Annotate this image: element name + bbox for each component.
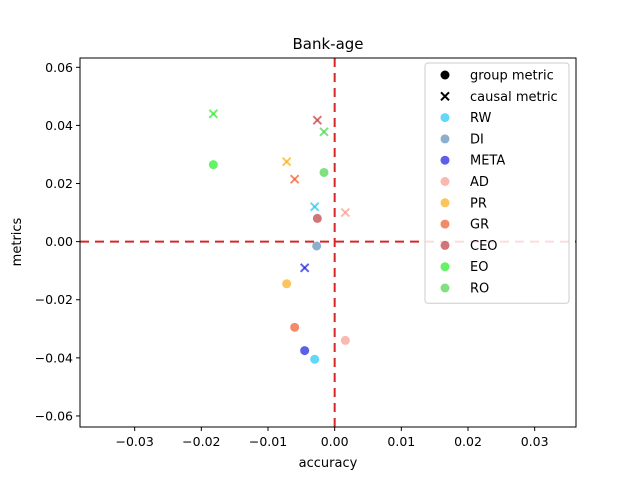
point-causal-eo xyxy=(208,109,219,119)
x-axis: −0.03 −0.02 −0.01 0.00 0.01 0.02 0.03 xyxy=(116,427,549,449)
legend-swatch-ad xyxy=(440,177,450,186)
point-group-eo xyxy=(208,160,218,170)
y-tick-label: 0.02 xyxy=(45,176,73,191)
legend-label-gr: GR xyxy=(470,218,489,233)
x-tick-label: −0.01 xyxy=(249,434,287,449)
legend-swatch-eo xyxy=(440,262,450,272)
legend-swatch-pr xyxy=(440,198,450,208)
chart-title: Bank-age xyxy=(292,35,363,53)
point-causal-rw xyxy=(309,202,320,212)
legend-swatch-rw xyxy=(440,113,450,123)
legend-swatch-ceo xyxy=(440,240,450,250)
y-tick-label: 0.00 xyxy=(45,234,73,249)
y-tick-label: −0.04 xyxy=(35,350,73,365)
legend-label-eo: EO xyxy=(470,260,488,275)
legend-label-meta: META xyxy=(470,154,505,169)
legend-label: group metric xyxy=(470,69,554,84)
y-axis-label: metrics xyxy=(10,217,25,266)
y-tick-label: 0.06 xyxy=(45,60,73,75)
point-causal-ceo xyxy=(312,115,323,125)
point-group-rw xyxy=(310,354,320,364)
y-tick-label: −0.02 xyxy=(35,292,73,307)
point-group-ad xyxy=(340,335,350,345)
point-group-meta xyxy=(300,346,310,356)
point-causal-pr xyxy=(281,157,292,167)
legend-label: causal metric xyxy=(470,90,558,105)
point-causal-meta xyxy=(299,263,310,273)
legend-marker-x xyxy=(440,91,450,102)
point-group-pr xyxy=(282,279,292,289)
legend-marker-circle xyxy=(440,70,450,80)
legend-swatch-di xyxy=(440,134,450,144)
legend-swatch-gr xyxy=(440,219,450,229)
legend-box xyxy=(424,62,570,304)
point-group-ro xyxy=(319,167,329,177)
x-tick-label: 0.02 xyxy=(454,434,482,449)
y-tick-label: −0.06 xyxy=(35,408,73,423)
legend: group metric causal metric RW DI META AD PR GR C… xyxy=(424,62,570,304)
legend-label-di: DI xyxy=(470,132,484,147)
y-axis: −0.06 −0.04 −0.02 0.00 0.02 0.04 0.06 xyxy=(35,60,80,423)
x-tick-label: 0.00 xyxy=(321,434,349,449)
plot-border xyxy=(79,57,577,428)
legend-label-rw: RW xyxy=(470,111,492,126)
point-causal-ad xyxy=(340,207,351,218)
legend-label-pr: PR xyxy=(470,196,487,211)
y-tick-label: 0.04 xyxy=(45,118,73,133)
point-group-ceo xyxy=(312,213,322,223)
point-causal-ro xyxy=(319,127,329,137)
point-group-gr xyxy=(290,322,300,332)
x-tick-label: 0.01 xyxy=(387,434,415,449)
x-axis-label: accuracy xyxy=(299,456,358,471)
point-group-di xyxy=(312,241,322,251)
legend-label-ceo: CEO xyxy=(470,239,498,254)
x-tick-label: 0.03 xyxy=(521,434,549,449)
legend-label-ad: AD xyxy=(470,175,489,190)
legend-swatch-ro xyxy=(440,283,450,293)
x-tick-label: −0.03 xyxy=(116,434,154,449)
x-tick-label: −0.02 xyxy=(182,434,220,449)
legend-swatch-meta xyxy=(440,155,450,165)
legend-label-ro: RO xyxy=(470,282,489,297)
point-causal-gr xyxy=(289,174,300,184)
data-points xyxy=(208,109,351,364)
